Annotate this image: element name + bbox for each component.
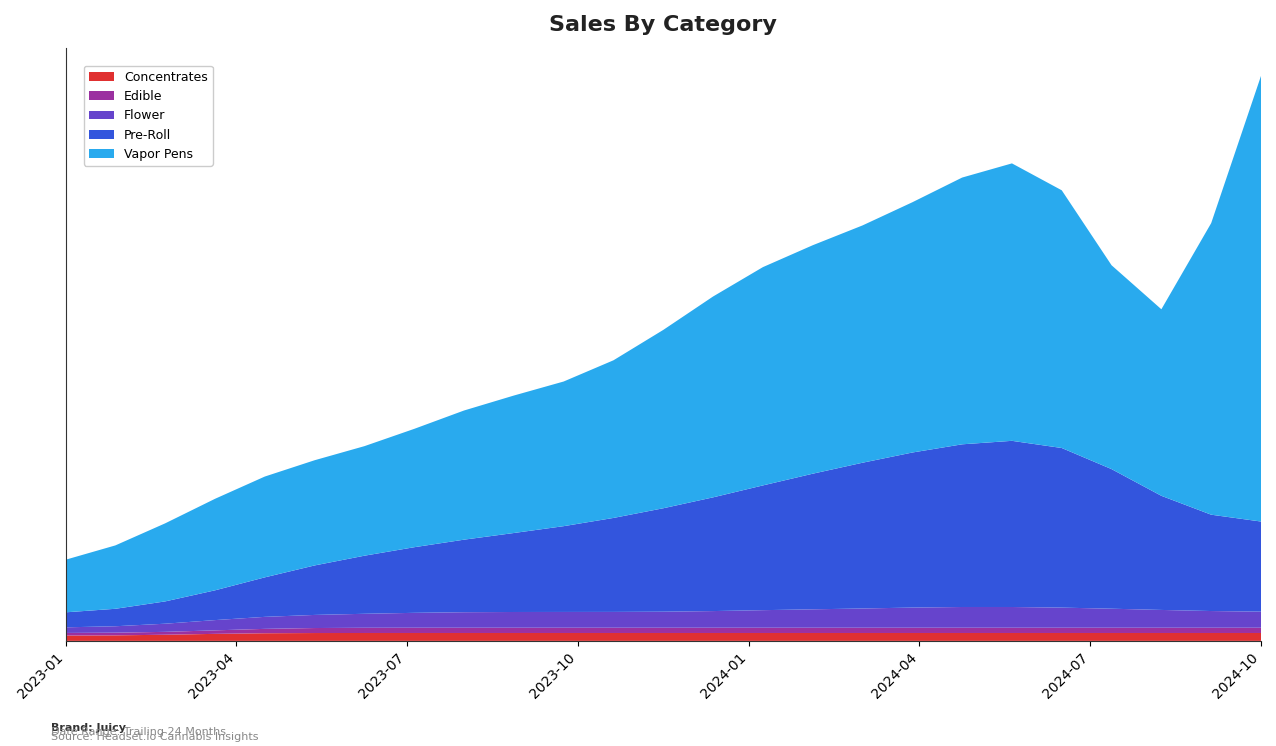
- Title: Sales By Category: Sales By Category: [550, 15, 777, 35]
- Text: Date Range: Trailing 24 Months: Date Range: Trailing 24 Months: [51, 727, 226, 737]
- Legend: Concentrates, Edible, Flower, Pre-Roll, Vapor Pens: Concentrates, Edible, Flower, Pre-Roll, …: [84, 66, 213, 166]
- Text: Brand: Juicy: Brand: Juicy: [51, 723, 126, 733]
- Text: Source: Headset.io Cannabis Insights: Source: Headset.io Cannabis Insights: [51, 732, 259, 742]
